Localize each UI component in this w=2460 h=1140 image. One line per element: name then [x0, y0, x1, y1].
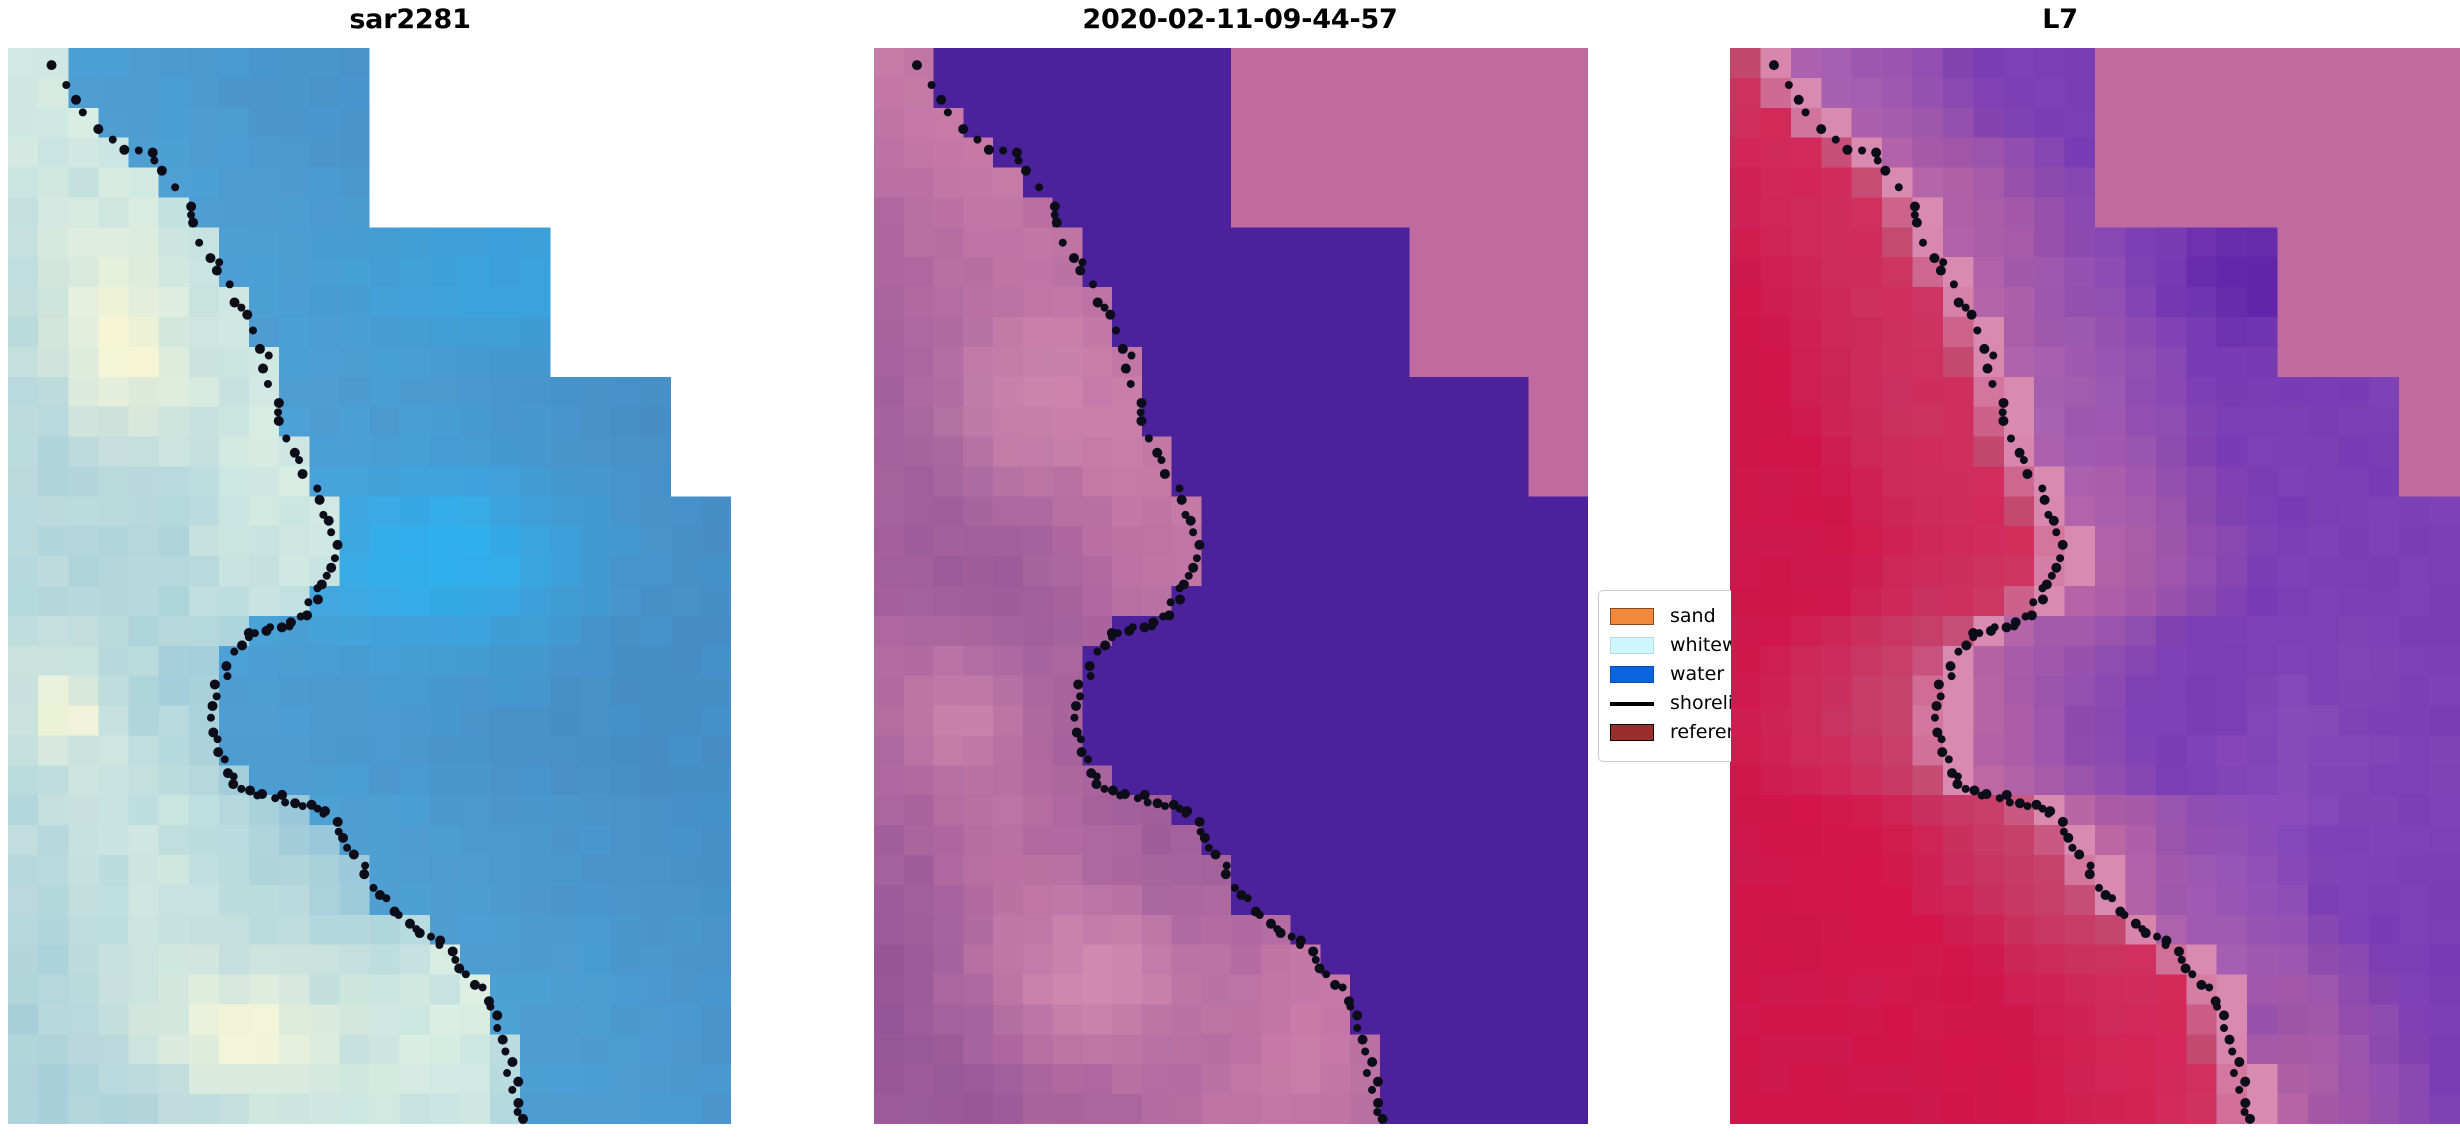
legend-label-reference-shoreline: reference shoreline: [1670, 721, 1731, 743]
legend-item-shoreline[interactable]: shoreline: [1599, 689, 1731, 718]
raster-l7: [1730, 48, 2460, 1124]
panel-classification[interactable]: 2020-02-11-09-44-57: [820, 0, 1660, 1140]
panel-title-l7: L7: [2042, 4, 2078, 35]
l7-raster-canvas: [1730, 48, 2460, 1124]
classification-raster-canvas: [874, 48, 1588, 1124]
panel-l7[interactable]: L7: [1660, 0, 2460, 1140]
sand-swatch-icon: [1610, 608, 1654, 625]
legend-item-sand[interactable]: sand: [1599, 602, 1731, 631]
legend-item-reference-shoreline[interactable]: reference shoreline: [1599, 718, 1731, 747]
raster-classification: [874, 48, 1588, 1124]
legend-clip-region: sand whitewater water shoreline referenc…: [1598, 590, 1731, 762]
panel-sar2281[interactable]: sar2281: [0, 0, 820, 1140]
panel-title-classification: 2020-02-11-09-44-57: [1082, 4, 1398, 35]
legend-label-sand: sand: [1670, 605, 1716, 627]
sar-raster-canvas: [8, 48, 731, 1124]
legend-label-whitewater: whitewater: [1670, 634, 1731, 656]
water-swatch-icon: [1610, 666, 1654, 683]
legend-item-water[interactable]: water: [1599, 660, 1731, 689]
legend-item-whitewater[interactable]: whitewater: [1599, 631, 1731, 660]
shoreline-line-icon: [1610, 695, 1654, 712]
map-legend[interactable]: sand whitewater water shoreline referenc…: [1598, 590, 1731, 762]
reference-shoreline-swatch-icon: [1610, 724, 1654, 741]
legend-label-water: water: [1670, 663, 1725, 685]
panel-title-sar2281: sar2281: [349, 4, 471, 35]
raster-sar2281: [8, 48, 731, 1124]
legend-label-shoreline: shoreline: [1670, 692, 1731, 714]
whitewater-swatch-icon: [1610, 637, 1654, 654]
